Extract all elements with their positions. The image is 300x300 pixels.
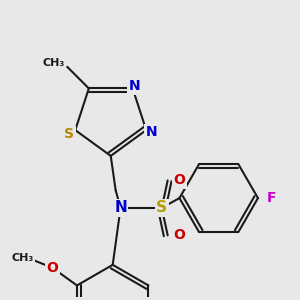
Text: CH₃: CH₃ (12, 253, 34, 263)
Text: N: N (114, 200, 127, 215)
Text: O: O (173, 228, 185, 242)
Text: O: O (173, 173, 185, 188)
Text: N: N (129, 80, 140, 94)
Text: S: S (156, 200, 167, 215)
Text: O: O (46, 261, 58, 275)
Text: CH₃: CH₃ (42, 58, 64, 68)
Text: S: S (64, 127, 74, 141)
Text: N: N (145, 125, 157, 139)
Text: F: F (267, 191, 277, 205)
